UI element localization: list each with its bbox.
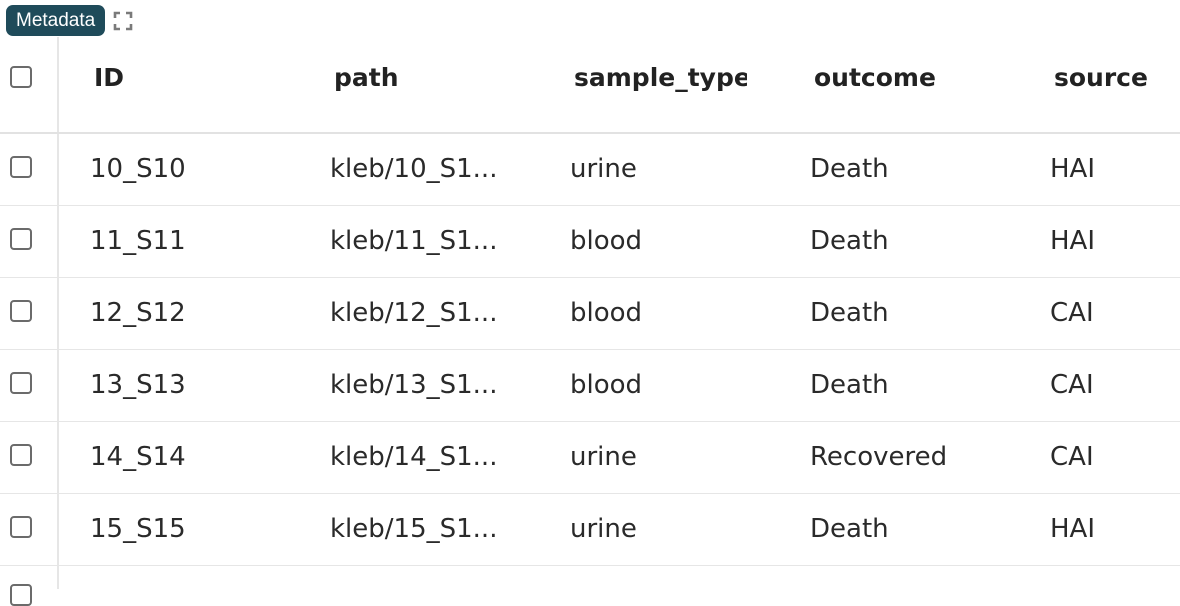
cell-source: HAI bbox=[1050, 154, 1096, 184]
cell-outcome: Recovered bbox=[810, 442, 948, 472]
cell-source: CAI bbox=[1050, 370, 1094, 400]
table-row-partial bbox=[0, 566, 1180, 606]
column-header-id[interactable]: ID bbox=[94, 63, 125, 92]
cell-outcome: Death bbox=[810, 154, 889, 184]
cell-sample-type: urine bbox=[570, 514, 637, 544]
row-checkbox[interactable] bbox=[10, 444, 32, 466]
cell-id: 10_S10 bbox=[90, 154, 186, 184]
table-row[interactable]: 10_S10 kleb/10_S1... urine Death HAI bbox=[0, 134, 1180, 206]
cell-id: 13_S13 bbox=[90, 370, 186, 400]
table-row[interactable]: 13_S13 kleb/13_S1... blood Death CAI bbox=[0, 350, 1180, 422]
table-row[interactable]: 12_S12 kleb/12_S1... blood Death CAI bbox=[0, 278, 1180, 350]
metadata-badge[interactable]: Metadata bbox=[6, 5, 106, 36]
table-row[interactable]: 15_S15 kleb/15_S1... urine Death HAI bbox=[0, 494, 1180, 566]
toolbar: Metadata bbox=[6, 5, 133, 36]
cell-source: HAI bbox=[1050, 514, 1096, 544]
row-checkbox[interactable] bbox=[10, 516, 32, 538]
cell-id: 14_S14 bbox=[90, 442, 186, 472]
column-header-outcome[interactable]: outcome bbox=[814, 63, 936, 92]
row-checkbox[interactable] bbox=[10, 584, 32, 606]
cell-outcome: Death bbox=[810, 298, 889, 328]
cell-outcome: Death bbox=[810, 514, 889, 544]
row-checkbox[interactable] bbox=[10, 228, 32, 250]
cell-path: kleb/13_S1... bbox=[330, 370, 498, 400]
cell-path: kleb/10_S1... bbox=[330, 154, 498, 184]
cell-id: 11_S11 bbox=[90, 226, 186, 256]
cell-source: CAI bbox=[1050, 442, 1094, 472]
column-header-path[interactable]: path bbox=[334, 63, 399, 92]
cell-source: CAI bbox=[1050, 298, 1094, 328]
cell-path: kleb/15_S1... bbox=[330, 514, 498, 544]
cell-sample-type: urine bbox=[570, 154, 637, 184]
column-header-source[interactable]: source bbox=[1054, 63, 1148, 92]
table-header-row: ID path sample_type outcome source bbox=[0, 37, 1180, 134]
cell-sample-type: urine bbox=[570, 442, 637, 472]
cell-id: 15_S15 bbox=[90, 514, 186, 544]
cell-outcome: Death bbox=[810, 370, 889, 400]
cell-outcome: Death bbox=[810, 226, 889, 256]
cell-path: kleb/12_S1... bbox=[330, 298, 498, 328]
cell-path: kleb/14_S1... bbox=[330, 442, 498, 472]
table-row[interactable]: 11_S11 kleb/11_S1... blood Death HAI bbox=[0, 206, 1180, 278]
column-divider bbox=[57, 37, 59, 589]
expand-icon[interactable] bbox=[113, 11, 133, 31]
cell-sample-type: blood bbox=[570, 298, 643, 328]
cell-source: HAI bbox=[1050, 226, 1096, 256]
cell-sample-type: blood bbox=[570, 226, 643, 256]
row-checkbox[interactable] bbox=[10, 300, 32, 322]
cell-sample-type: blood bbox=[570, 370, 643, 400]
column-header-sample-type[interactable]: sample_type bbox=[574, 63, 747, 92]
row-checkbox[interactable] bbox=[10, 372, 32, 394]
cell-path: kleb/11_S1... bbox=[330, 226, 498, 256]
cell-id: 12_S12 bbox=[90, 298, 186, 328]
table-row[interactable]: 14_S14 kleb/14_S1... urine Recovered CAI bbox=[0, 422, 1180, 494]
select-all-checkbox[interactable] bbox=[10, 66, 32, 88]
row-checkbox[interactable] bbox=[10, 156, 32, 178]
